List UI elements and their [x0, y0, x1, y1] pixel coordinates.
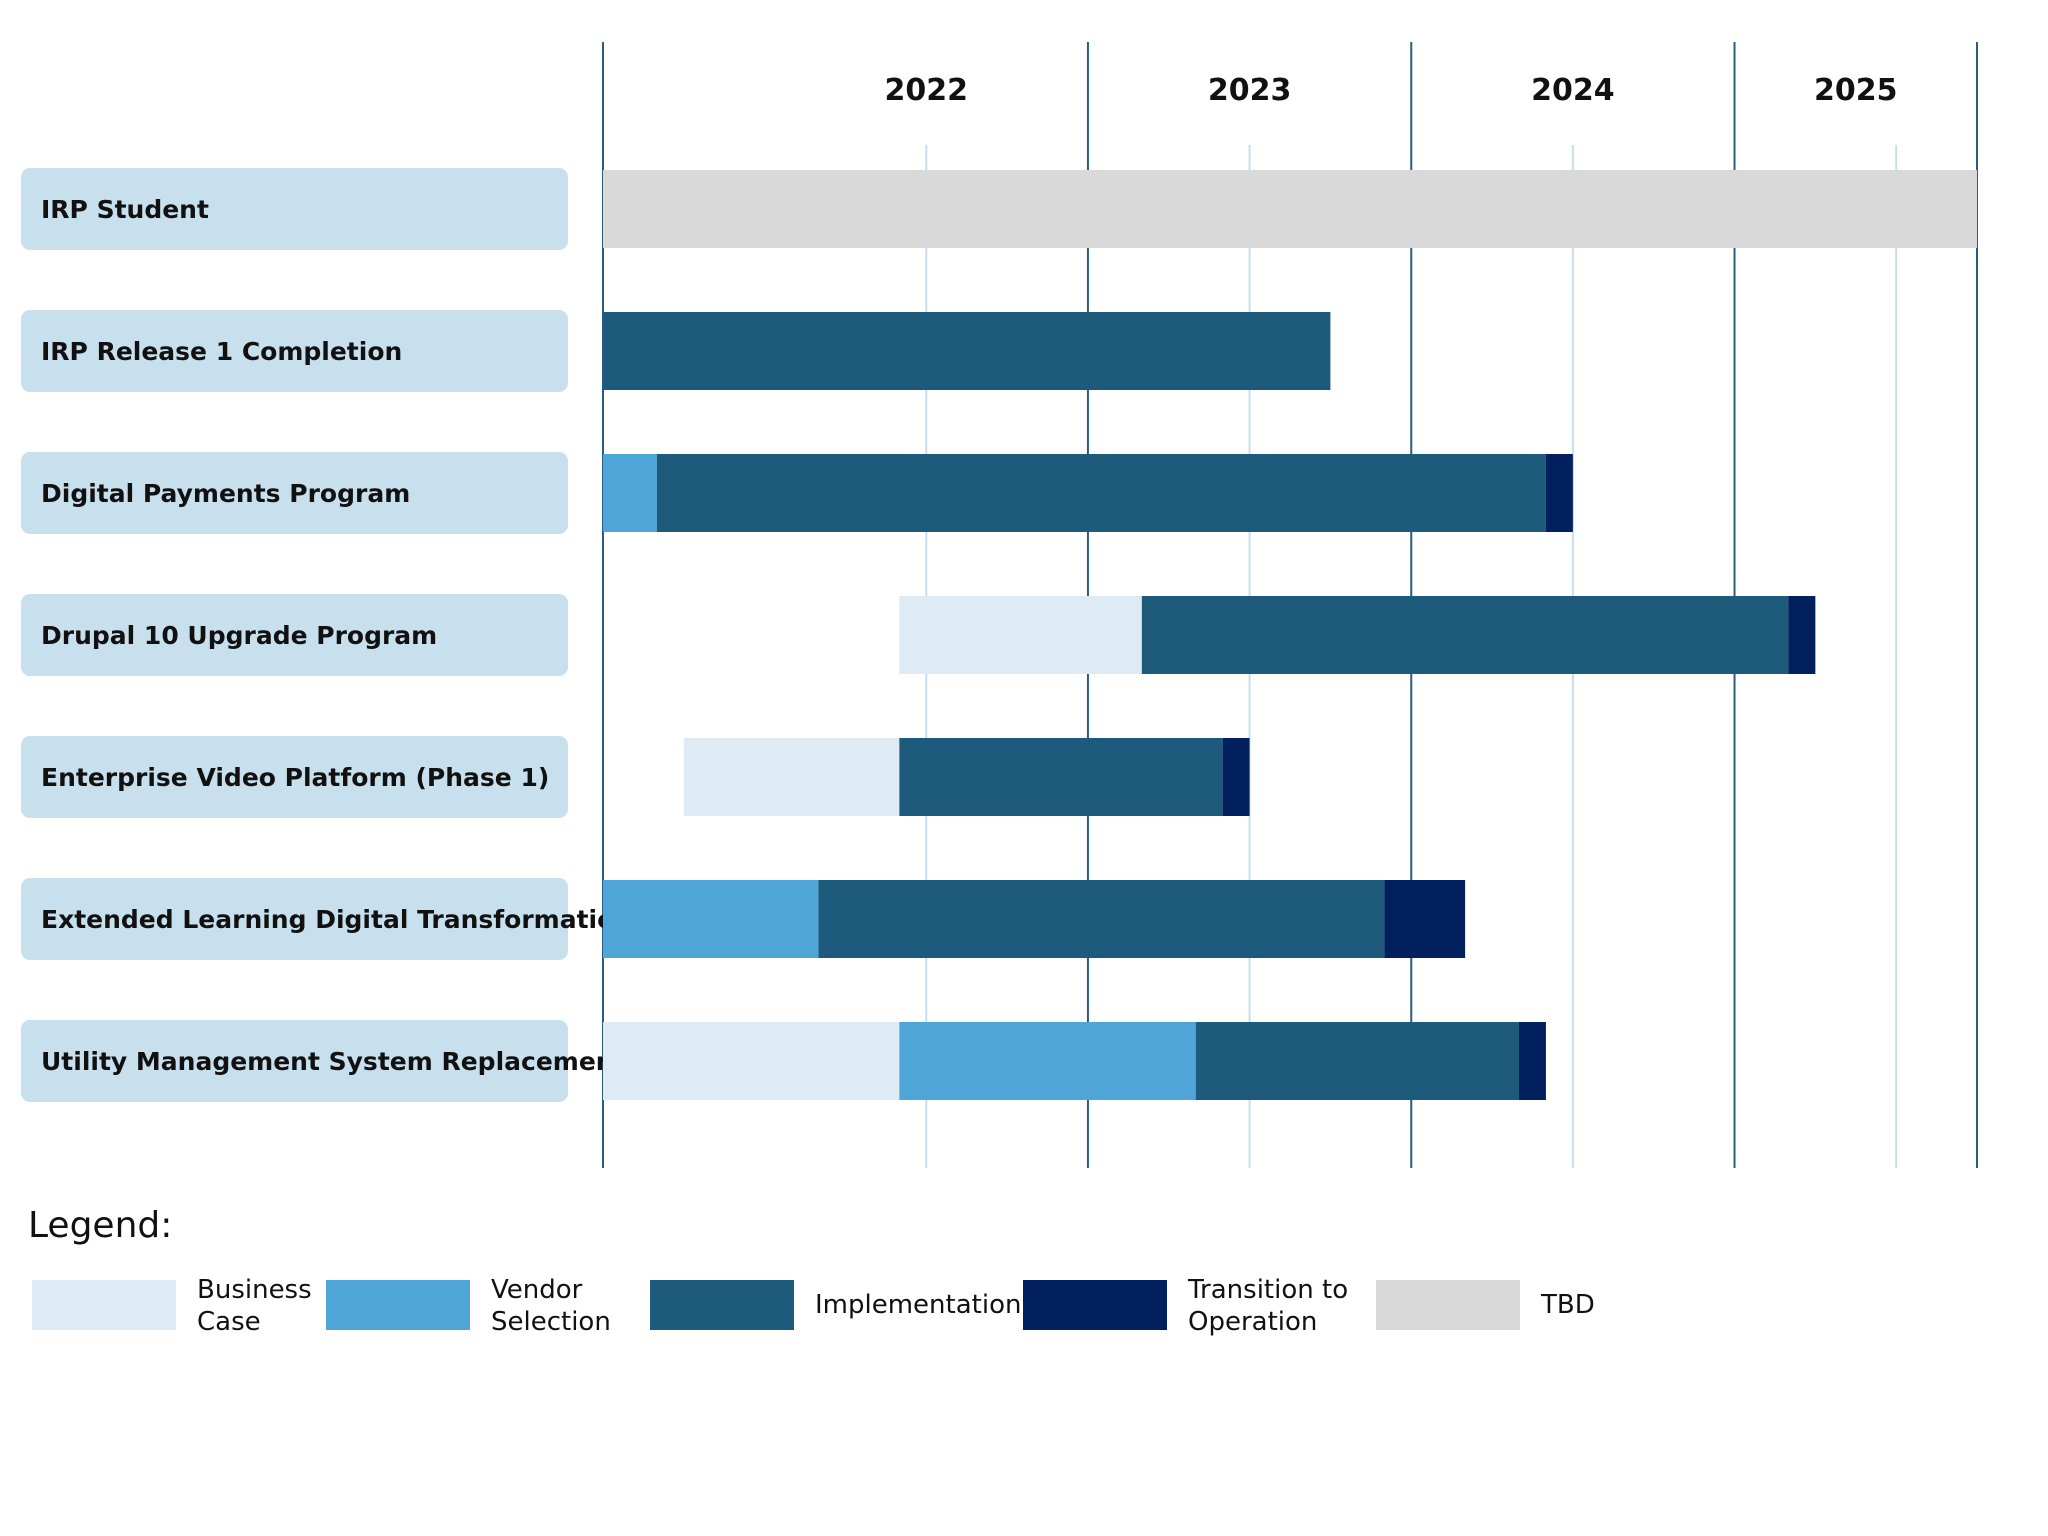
gantt-bar-implementation [1141, 596, 1789, 674]
year-label-2023: 2023 [1208, 73, 1292, 108]
gantt-bar-implementation [656, 454, 1546, 532]
gantt-bar-transition [1788, 596, 1816, 674]
year-label-2022: 2022 [885, 73, 969, 108]
legend-swatch-transition [1023, 1280, 1167, 1330]
project-label-box [21, 1020, 568, 1102]
project-label: Enterprise Video Platform (Phase 1) [41, 763, 549, 792]
gantt-bar-vendor-selection [603, 880, 819, 958]
legend-label: Implementation [815, 1290, 1021, 1320]
legend-label: Transition to [1187, 1275, 1348, 1305]
project-label-box [21, 736, 568, 818]
legend-label: Selection [491, 1307, 611, 1337]
project-label-box [21, 594, 568, 676]
legend-label: Business [197, 1275, 312, 1305]
gantt-bar-business-case [603, 1022, 900, 1100]
legend-swatch-implementation [650, 1280, 794, 1330]
project-label: IRP Release 1 Completion [41, 337, 402, 366]
project-label-box [21, 310, 568, 392]
gantt-bar-vendor-selection [899, 1022, 1196, 1100]
legend-swatch-vendor-selection [326, 1280, 470, 1330]
gantt-bar-vendor-selection [603, 454, 657, 532]
year-label-2024: 2024 [1531, 73, 1615, 108]
gantt-bar-implementation [899, 738, 1223, 816]
gantt-bar-implementation [603, 312, 1331, 390]
legend-label: Vendor [491, 1275, 583, 1305]
gantt-bar-transition [1519, 1022, 1546, 1100]
legend-label: Case [197, 1307, 261, 1337]
legend-title: Legend: [28, 1205, 172, 1246]
gantt-bar-business-case [899, 596, 1142, 674]
gantt-bar-transition [1545, 454, 1573, 532]
project-label: Drupal 10 Upgrade Program [41, 621, 437, 650]
project-label-box [21, 878, 568, 960]
project-label: Digital Payments Program [41, 479, 410, 508]
gantt-bar-business-case [683, 738, 900, 816]
gantt-bar-transition [1222, 738, 1250, 816]
project-label-box [21, 168, 568, 250]
legend-swatch-business-case [32, 1280, 176, 1330]
year-label-2025: 2025 [1814, 73, 1898, 108]
gantt-bar-implementation [818, 880, 1385, 958]
gantt-bar-transition [1384, 880, 1466, 958]
project-label: Utility Management System Replacement [41, 1047, 626, 1076]
project-label: IRP Student [41, 195, 209, 224]
gantt-bar-implementation [1195, 1022, 1519, 1100]
legend-swatch-tbd [1376, 1280, 1520, 1330]
gantt-bar-tbd [603, 170, 1977, 248]
legend-label: Operation [1188, 1307, 1317, 1337]
legend-label: TBD [1540, 1290, 1595, 1320]
project-label: Extended Learning Digital Transformation [41, 905, 632, 934]
project-label-box [21, 452, 568, 534]
